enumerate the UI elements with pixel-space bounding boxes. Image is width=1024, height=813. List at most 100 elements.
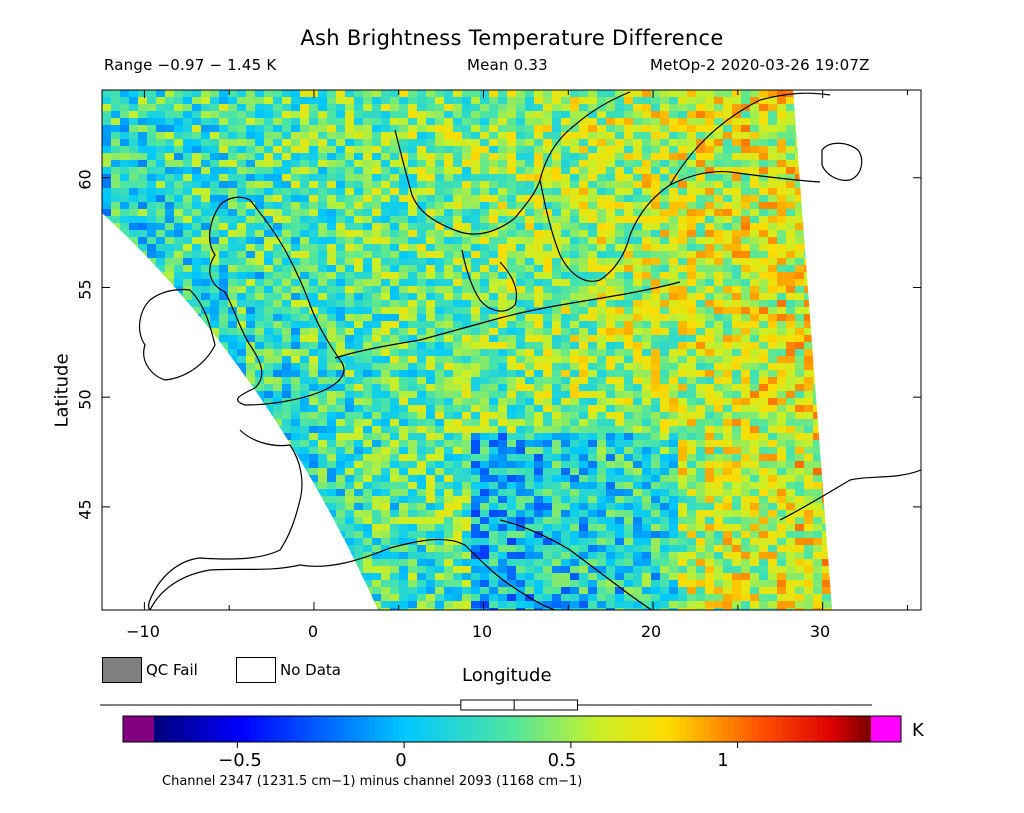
swath-pixel bbox=[363, 174, 373, 182]
swath-pixel bbox=[840, 377, 850, 385]
swath-pixel bbox=[714, 230, 724, 238]
swath-pixel bbox=[588, 440, 598, 448]
swath-pixel bbox=[354, 419, 364, 427]
swath-pixel bbox=[831, 132, 832, 140]
swath-pixel bbox=[660, 454, 670, 462]
swath-pixel bbox=[903, 356, 913, 364]
swath-pixel bbox=[876, 160, 886, 168]
swath-pixel bbox=[912, 363, 922, 371]
swath-pixel bbox=[759, 384, 769, 392]
swath-pixel bbox=[102, 104, 112, 112]
swath-pixel bbox=[399, 132, 409, 140]
swath-pixel bbox=[804, 202, 814, 210]
swath-pixel bbox=[390, 230, 400, 238]
swath-pixel bbox=[219, 461, 229, 469]
swath-pixel bbox=[714, 97, 724, 105]
swath-pixel bbox=[471, 391, 481, 399]
swath-pixel bbox=[336, 272, 346, 280]
swath-pixel bbox=[894, 286, 904, 294]
swath-pixel bbox=[444, 398, 454, 406]
swath-pixel bbox=[678, 244, 688, 252]
swath-pixel bbox=[678, 188, 688, 196]
swath-pixel bbox=[867, 237, 877, 245]
swath-pixel bbox=[435, 125, 445, 133]
swath-pixel bbox=[147, 202, 157, 210]
swath-pixel bbox=[768, 188, 778, 196]
swath-pixel bbox=[660, 132, 670, 140]
swath-pixel bbox=[219, 195, 229, 203]
swath-pixel bbox=[633, 384, 643, 392]
swath-pixel bbox=[867, 384, 877, 392]
swath-pixel bbox=[264, 97, 274, 105]
swath-pixel bbox=[534, 111, 544, 119]
swath-pixel bbox=[318, 265, 328, 273]
swath-pixel bbox=[435, 356, 445, 364]
swath-pixel bbox=[192, 90, 202, 98]
swath-pixel bbox=[309, 153, 319, 161]
swath-pixel bbox=[282, 258, 292, 266]
swath-pixel bbox=[642, 300, 652, 308]
swath-pixel bbox=[264, 328, 274, 336]
swath-pixel bbox=[381, 202, 391, 210]
swath-pixel bbox=[741, 230, 751, 238]
swath-pixel bbox=[381, 398, 391, 406]
swath-pixel bbox=[246, 216, 256, 224]
swath-pixel bbox=[408, 356, 418, 364]
swath-pixel bbox=[435, 454, 445, 462]
swath-pixel bbox=[309, 426, 319, 434]
swath-pixel bbox=[669, 216, 679, 224]
swath-pixel bbox=[129, 195, 139, 203]
swath-pixel bbox=[876, 279, 886, 287]
swath-pixel bbox=[597, 440, 607, 448]
swath-pixel bbox=[516, 181, 526, 189]
swath-pixel bbox=[219, 419, 229, 427]
swath-pixel bbox=[327, 146, 337, 154]
swath-pixel bbox=[489, 174, 499, 182]
swath-pixel bbox=[264, 223, 274, 231]
swath-pixel bbox=[849, 188, 859, 196]
swath-pixel bbox=[354, 139, 364, 147]
swath-pixel bbox=[255, 349, 265, 357]
swath-pixel bbox=[669, 300, 679, 308]
swath-pixel bbox=[183, 244, 193, 252]
swath-pixel bbox=[426, 167, 436, 175]
swath-pixel bbox=[129, 468, 139, 476]
swath-pixel bbox=[210, 391, 220, 399]
swath-pixel bbox=[183, 419, 193, 427]
swath-pixel bbox=[858, 293, 868, 301]
swath-pixel bbox=[723, 426, 733, 434]
swath-pixel bbox=[102, 97, 112, 105]
swath-pixel bbox=[399, 468, 409, 476]
swath-pixel bbox=[606, 223, 616, 231]
swath-pixel bbox=[615, 160, 625, 168]
swath-pixel bbox=[300, 111, 310, 119]
swath-pixel bbox=[588, 398, 598, 406]
swath-pixel bbox=[435, 307, 445, 315]
swath-pixel bbox=[903, 335, 913, 343]
swath-pixel bbox=[354, 97, 364, 105]
swath-pixel bbox=[750, 251, 760, 259]
swath-pixel bbox=[201, 167, 211, 175]
swath-pixel bbox=[732, 111, 742, 119]
swath-pixel bbox=[327, 447, 337, 455]
swath-pixel bbox=[426, 104, 436, 112]
swath-pixel bbox=[876, 153, 886, 161]
swath-pixel bbox=[291, 391, 301, 399]
swath-pixel bbox=[309, 349, 319, 357]
swath-pixel bbox=[741, 125, 751, 133]
swath-pixel bbox=[570, 391, 580, 399]
swath-pixel bbox=[156, 125, 166, 133]
swath-pixel bbox=[606, 202, 616, 210]
swath-pixel bbox=[840, 328, 850, 336]
swath-pixel bbox=[417, 391, 427, 399]
swath-pixel bbox=[561, 468, 571, 476]
swath-pixel bbox=[516, 279, 526, 287]
swath-pixel bbox=[453, 356, 463, 364]
swath-pixel bbox=[111, 349, 121, 357]
swath-pixel bbox=[867, 440, 877, 448]
swath-pixel bbox=[174, 237, 184, 245]
swath-pixel bbox=[606, 132, 616, 140]
swath-pixel bbox=[489, 412, 499, 420]
swath-pixel bbox=[777, 314, 787, 322]
swath-pixel bbox=[597, 90, 607, 98]
